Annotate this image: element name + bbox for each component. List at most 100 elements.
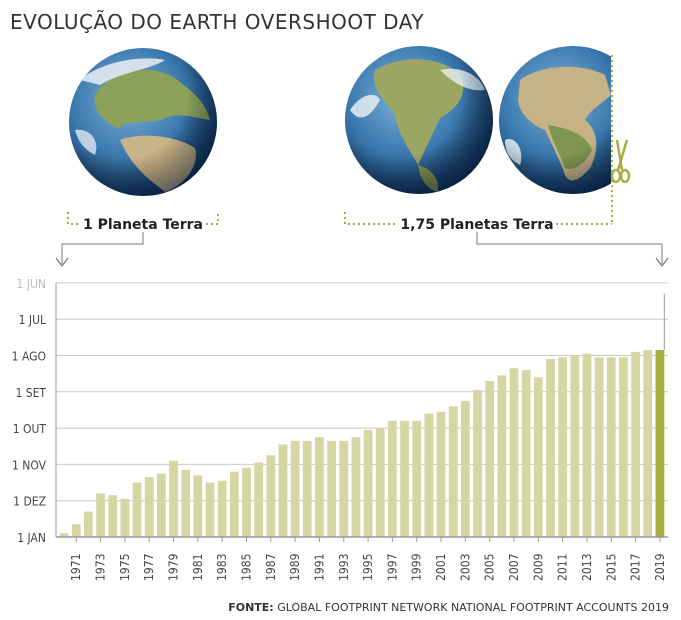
- bar-1999: [412, 420, 422, 537]
- bar-1978: [156, 473, 166, 537]
- y-tick-label: 1 NOV: [12, 458, 47, 472]
- bar-1973: [96, 493, 105, 537]
- bar-2010: [546, 359, 555, 537]
- x-tick-label: 1997: [385, 554, 399, 581]
- x-tick-label: 1973: [94, 554, 108, 581]
- x-tick-label: 2001: [434, 554, 448, 581]
- x-tick-label: 1999: [410, 553, 424, 581]
- source-prefix: FONTE:: [228, 601, 274, 614]
- bar-2012: [570, 355, 580, 537]
- x-tick-label: 2017: [629, 554, 643, 581]
- x-tick-label: 1981: [191, 554, 205, 581]
- bar-2015: [606, 357, 616, 537]
- bar-1979: [169, 460, 178, 537]
- bar-1982: [205, 482, 215, 537]
- bar-1983: [217, 480, 227, 537]
- y-tick-label: 1 JUN: [17, 277, 46, 291]
- bar-1988: [278, 444, 288, 537]
- planets-175-label: 1,75 Planetas Terra: [400, 217, 553, 233]
- bar-2013: [582, 353, 592, 537]
- bar-2005: [485, 380, 495, 537]
- planets-175-bracket: [344, 212, 612, 225]
- bar-2019: [655, 350, 665, 537]
- source-note: FONTE: GLOBAL FOOTPRINT NETWORK NATIONAL…: [228, 601, 669, 614]
- bar-1986: [254, 462, 264, 537]
- one-planet-bracket: [67, 212, 219, 225]
- y-tick-label: 1 DEZ: [13, 495, 46, 509]
- bar-1995: [363, 429, 373, 537]
- x-tick-label: 1991: [312, 554, 326, 581]
- x-tick-label: 1989: [288, 553, 302, 581]
- x-tick-label: 1987: [264, 554, 278, 581]
- bar-2014: [594, 357, 604, 537]
- earth-europe-africa-icon: [69, 48, 217, 196]
- x-tick-label: 1995: [361, 554, 375, 581]
- earth-americas-icon: [345, 46, 493, 194]
- bar-2011: [558, 357, 568, 537]
- x-tick-label: 2003: [458, 554, 472, 581]
- bar-1975: [120, 498, 130, 537]
- bar-1970: [59, 533, 69, 537]
- x-tick-label: 2009: [531, 553, 545, 581]
- y-axis-labels: 1 JAN 1 DEZ 1 NOV 1 OUT 1 SET 1 AGO 1 JUL 1 JUN: [12, 277, 47, 545]
- bar-2002: [448, 406, 458, 537]
- bar-1976: [132, 482, 142, 537]
- x-tick-label: 1993: [337, 554, 351, 581]
- x-tick-label: 2013: [580, 554, 594, 581]
- bar-1992: [327, 440, 336, 537]
- x-tick-label: 1979: [167, 553, 181, 581]
- bar-2001: [436, 411, 446, 537]
- bar-1972: [84, 511, 93, 537]
- x-tick-label: 1977: [142, 554, 156, 581]
- arrow-down-icon: [55, 257, 69, 267]
- bar-2004: [473, 389, 482, 537]
- bar-1980: [181, 469, 191, 537]
- bar-2007: [509, 368, 519, 537]
- bar-1994: [351, 437, 361, 537]
- x-tick-label: 2005: [483, 554, 497, 581]
- bar-1987: [266, 455, 276, 537]
- source-text: GLOBAL FOOTPRINT NETWORK NATIONAL FOOTPR…: [277, 601, 669, 614]
- y-tick-label: 1 AGO: [12, 350, 46, 364]
- bars: [59, 293, 665, 537]
- bar-2000: [424, 413, 434, 537]
- x-tick-label: 1983: [215, 554, 229, 581]
- bar-1991: [315, 437, 324, 537]
- x-tick-label: 1975: [118, 554, 132, 581]
- bar-1984: [229, 471, 239, 537]
- bar-2017: [631, 351, 640, 537]
- x-tick-label: 2007: [507, 554, 521, 581]
- y-tick-label: 1 OUT: [13, 422, 47, 436]
- bar-1998: [400, 420, 409, 537]
- arrow-down-icon: [655, 257, 669, 267]
- x-tick-label: 1985: [239, 554, 253, 581]
- bar-2003: [460, 400, 470, 537]
- bar-1977: [144, 477, 154, 537]
- bar-2016: [619, 357, 628, 537]
- one-planet-label: 1 Planeta Terra: [83, 217, 203, 233]
- earth-africa-cut-icon: [499, 46, 611, 194]
- bar-1981: [193, 475, 203, 537]
- bar-1997: [388, 420, 397, 537]
- bar-1993: [339, 440, 349, 537]
- y-tick-label: 1 JAN: [17, 531, 46, 545]
- bar-1996: [375, 428, 385, 537]
- y-tick-label: 1 JUL: [19, 313, 46, 327]
- x-axis-labels: 1971 1973 1975 1977 1979 1981 1983 1985 1987 1989…: [69, 537, 667, 581]
- bar-1985: [242, 468, 251, 537]
- bar-2008: [521, 370, 531, 537]
- bar-1971: [71, 524, 81, 537]
- scissors-icon: [610, 139, 631, 184]
- page-title: EVOLUÇÃO DO EARTH OVERSHOOT DAY: [10, 10, 425, 34]
- x-tick-label: 1971: [69, 554, 83, 581]
- bar-2006: [497, 375, 507, 537]
- bar-1974: [108, 495, 118, 537]
- x-tick-label: 2015: [604, 554, 618, 581]
- x-tick-label: 2019: [653, 553, 667, 581]
- x-tick-label: 2011: [556, 554, 570, 581]
- y-tick-label: 1 SET: [15, 386, 46, 400]
- connector-lines: [61, 232, 663, 264]
- bar-2009: [533, 377, 543, 537]
- bar-2018: [643, 350, 653, 537]
